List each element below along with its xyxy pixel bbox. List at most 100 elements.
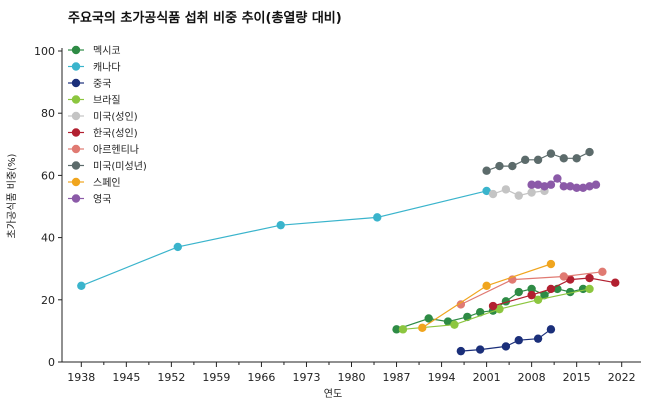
chart-title: 주요국의 초가공식품 섭취 비중 추이(총열량 대비) (68, 10, 342, 26)
x-tick-label: 1966 (247, 371, 275, 384)
data-point (456, 346, 466, 356)
series-스페인 (418, 259, 556, 332)
x-tick-label: 1938 (67, 371, 95, 384)
data-point (501, 342, 511, 351)
x-axis-title: 연도 (324, 388, 342, 400)
series-브라질 (398, 284, 594, 334)
data-point (533, 334, 543, 343)
legend-label: 아르헨티나 (93, 144, 139, 156)
series-line (460, 271, 603, 306)
data-point (456, 300, 466, 309)
legend-label: 캐나다 (93, 62, 121, 74)
data-point (450, 320, 459, 329)
data-point (527, 188, 536, 197)
legend-label: 멕시코 (93, 45, 121, 57)
x-tick-label: 2001 (473, 371, 501, 384)
data-point (546, 325, 556, 334)
y-axis-title: 초가공식품 비중(%) (6, 153, 18, 238)
legend-marker (71, 62, 81, 71)
data-point (482, 166, 491, 175)
data-point (398, 325, 408, 334)
series-미국(미성년) (482, 147, 594, 175)
legend-marker (71, 111, 81, 121)
series-미국(성인) (488, 185, 549, 200)
x-tick-label: 2022 (608, 371, 636, 384)
legend-label: 미국(성인) (93, 111, 138, 123)
legend-label: 영국 (93, 194, 111, 206)
legend-marker (71, 144, 81, 154)
x-tick-label: 1980 (338, 371, 366, 384)
x-tick-label: 2008 (518, 371, 546, 384)
series-한국(성인) (488, 273, 620, 311)
legend-label: 스페인 (93, 177, 121, 189)
data-point (572, 183, 581, 193)
data-point (527, 284, 536, 294)
data-point (546, 284, 556, 294)
data-point (566, 287, 575, 297)
data-point (598, 267, 607, 277)
data-point (521, 155, 530, 165)
data-point (527, 290, 536, 300)
y-tick-label: 20 (41, 294, 55, 307)
data-point (495, 161, 504, 171)
legend-marker (71, 194, 81, 203)
axes: 0 20 40 60 80 100 1938 1945 1952 1959 1966 1973 1980… (34, 45, 641, 384)
data-point (546, 259, 556, 269)
x-tick-label: 1987 (383, 371, 411, 384)
series-멕시코 (392, 284, 588, 334)
series-중국 (456, 325, 556, 356)
data-point (488, 189, 498, 199)
data-point (591, 180, 601, 189)
data-point (514, 336, 523, 345)
data-point (585, 284, 594, 294)
data-point (514, 287, 523, 297)
data-point (533, 155, 543, 165)
data-point (527, 180, 536, 189)
data-point (488, 301, 498, 311)
legend-marker (71, 177, 81, 187)
y-tick-label: 80 (41, 107, 55, 120)
legend-label: 한국(성인) (93, 128, 138, 140)
series-영국 (527, 174, 601, 193)
legend-marker (71, 45, 81, 55)
data-point (578, 183, 588, 193)
data-point (566, 182, 575, 191)
x-tick-label: 1994 (428, 371, 456, 384)
series-line (492, 277, 616, 307)
data-point (475, 308, 485, 317)
data-point (482, 186, 491, 196)
data-point (475, 345, 485, 354)
data-point (418, 323, 427, 332)
data-point (508, 161, 517, 171)
data-point (276, 220, 285, 230)
data-point (553, 174, 562, 183)
x-tick-label: 1945 (112, 371, 140, 384)
data-point (501, 185, 511, 194)
data-point (373, 213, 382, 222)
y-tick-label: 0 (48, 356, 55, 369)
legend-label: 브라질 (93, 95, 121, 107)
data-point (585, 182, 594, 191)
series-아르헨티나 (456, 267, 607, 309)
data-point (533, 180, 543, 189)
data-point (540, 182, 549, 191)
data-point (559, 154, 568, 163)
data-point (482, 281, 491, 291)
data-point (585, 273, 594, 283)
y-tick-label: 60 (41, 169, 55, 182)
data-point (585, 147, 594, 157)
data-point (77, 281, 86, 291)
data-point (611, 278, 620, 287)
legend-label: 미국(미성년) (93, 161, 147, 173)
legend-marker (71, 128, 81, 137)
data-point (572, 154, 581, 163)
series-line (81, 190, 487, 287)
data-point (495, 304, 504, 314)
data-point (424, 314, 433, 323)
x-tick-label: 2015 (563, 371, 591, 384)
legend-marker (71, 95, 81, 104)
data-point (173, 242, 182, 252)
data-point (443, 317, 453, 326)
